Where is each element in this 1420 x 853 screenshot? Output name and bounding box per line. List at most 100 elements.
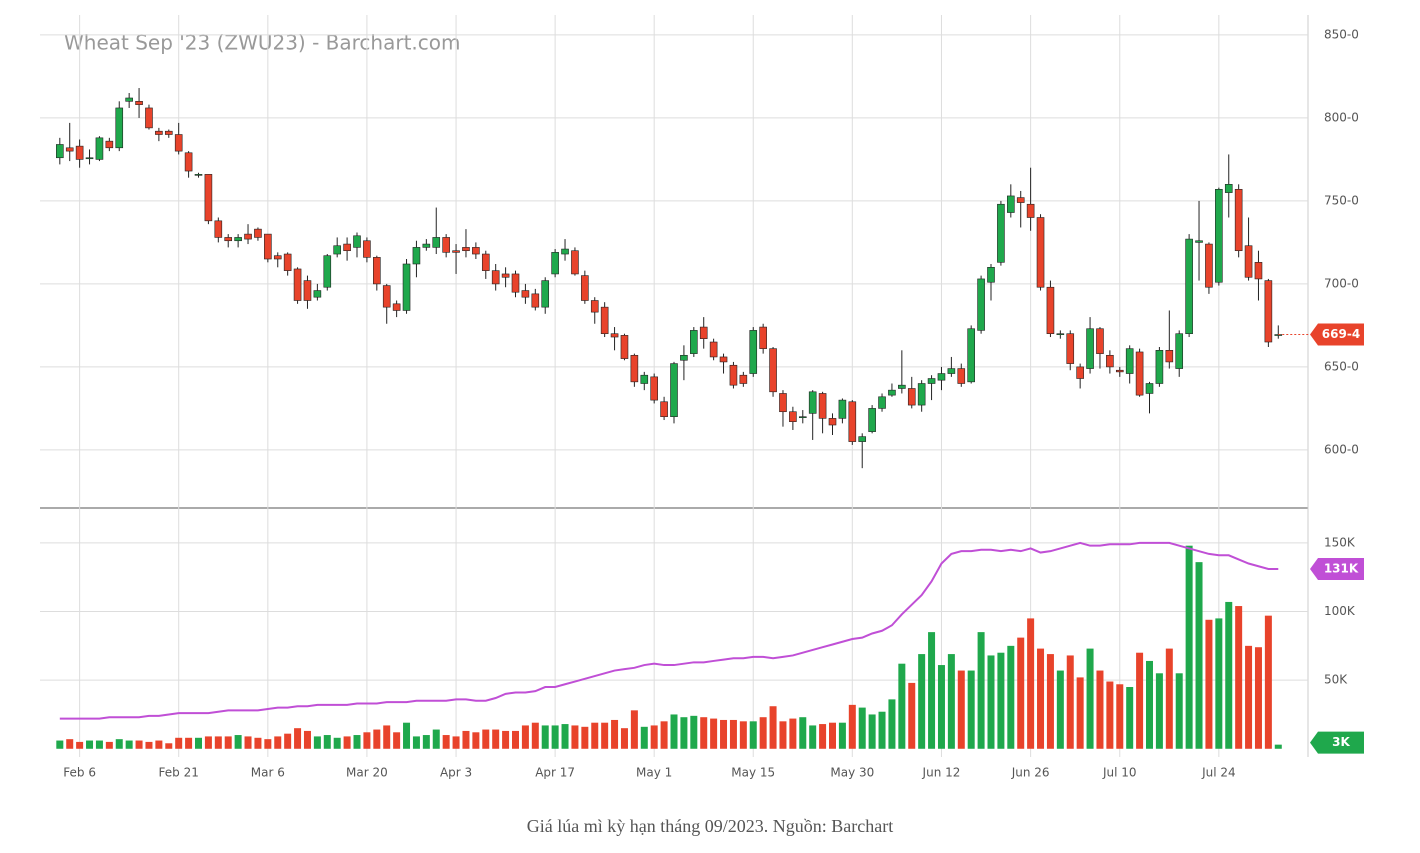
candle-body (888, 389, 896, 396)
candle-body (1115, 369, 1124, 373)
volume-bar (660, 721, 668, 749)
open-interest-line (59, 541, 1279, 720)
x-tick-label: Mar 20 (346, 766, 388, 780)
candle-body (56, 144, 64, 159)
volume-bar (482, 729, 490, 749)
last-price-tag-label: 669-4 (1322, 327, 1360, 341)
candle-body (194, 174, 203, 176)
open-interest-tag-shape (1310, 558, 1364, 581)
candle-body (382, 285, 391, 308)
candle-body (600, 306, 609, 335)
volume-bar (957, 670, 965, 749)
candle-body (481, 253, 490, 271)
candle-body (472, 247, 480, 255)
volume-bar (888, 699, 896, 749)
y2-tick-label: 100K (1324, 604, 1356, 618)
volume-bar (749, 721, 757, 749)
volume-bar (858, 707, 866, 749)
volume-bar (1254, 647, 1262, 749)
volume-bar (601, 722, 609, 749)
x-tick-label: Jul 10 (1102, 766, 1137, 780)
volume-bar (521, 725, 529, 749)
volume-bar (512, 730, 519, 749)
volume-bar (1106, 681, 1114, 749)
volume-bar (591, 722, 599, 749)
volume-bar (185, 737, 193, 749)
candle-body (858, 436, 867, 442)
volume-bar (630, 710, 638, 749)
volume-bar (492, 729, 500, 749)
candle-body (1086, 328, 1094, 369)
volume-bar (195, 737, 202, 749)
volume-bar (442, 735, 450, 749)
volume-bar (551, 725, 559, 749)
x-tick-label: Jun 26 (1011, 766, 1050, 780)
volume-bar (908, 682, 916, 749)
volume-bar (997, 652, 1005, 749)
volume-bar (303, 730, 311, 749)
candle-body (402, 263, 411, 311)
candle-body (135, 101, 143, 105)
candle-body (1224, 184, 1233, 193)
volume-bar (918, 654, 926, 749)
volume-bar (710, 718, 718, 749)
candle-body (729, 364, 738, 386)
volume-bar (541, 725, 549, 749)
candle-body (75, 145, 84, 160)
volume-bar (264, 739, 272, 749)
volume-bar (720, 719, 728, 749)
candle-body (551, 252, 559, 275)
candle-body (848, 401, 857, 442)
candle-body (977, 278, 985, 331)
candle-body (283, 253, 292, 271)
candle-body (620, 335, 629, 359)
open-interest-tag-label: 131K (1324, 562, 1359, 576)
candle-body (640, 374, 649, 384)
candle-body (323, 255, 332, 288)
candle-body (1066, 333, 1075, 364)
volume-bar (640, 726, 648, 749)
candle-body (917, 383, 926, 406)
chart-title: Wheat Sep '23 (ZWU23) - Barchart.com (64, 31, 461, 55)
volume-bar (1185, 545, 1193, 749)
volume-bar (967, 670, 975, 749)
candle-body (1165, 350, 1174, 363)
volume-bar (412, 736, 420, 749)
candle-body (759, 326, 767, 349)
candle-body (749, 330, 758, 374)
volume-bar (1007, 645, 1015, 749)
volume-bar (125, 740, 133, 749)
volume-bar (393, 732, 401, 749)
volume-bar (739, 721, 747, 749)
candle-body (313, 290, 322, 298)
volume-bar (313, 736, 321, 749)
volume-bar (95, 740, 103, 749)
candle-body (739, 374, 748, 384)
candle-body (1056, 333, 1065, 336)
candle-body (571, 250, 579, 275)
volume-bar (1165, 648, 1173, 749)
candle-body (561, 248, 569, 255)
y-tick-label: 850-0 (1324, 27, 1359, 41)
volume-bar (700, 717, 708, 749)
volume-bar (977, 632, 985, 749)
candle-body (491, 270, 500, 285)
volume-bar (254, 737, 262, 749)
y-tick-label: 600-0 (1324, 442, 1359, 456)
candle-body (1244, 245, 1253, 278)
volume-bar (1066, 655, 1074, 749)
candle-body (452, 250, 460, 253)
candle-body (353, 235, 361, 248)
candle-body (927, 378, 936, 384)
volume-bar (175, 737, 183, 749)
candle-body (244, 233, 252, 240)
candle-body (442, 237, 450, 253)
candle-body (798, 416, 807, 419)
candle-body (1254, 262, 1263, 280)
candle-body (264, 233, 272, 260)
volume-bar (1205, 619, 1213, 749)
volume-bar (759, 717, 767, 749)
candle-body (1046, 286, 1055, 335)
candle-body (95, 137, 104, 160)
x-tick-label: Jun 12 (922, 766, 961, 780)
